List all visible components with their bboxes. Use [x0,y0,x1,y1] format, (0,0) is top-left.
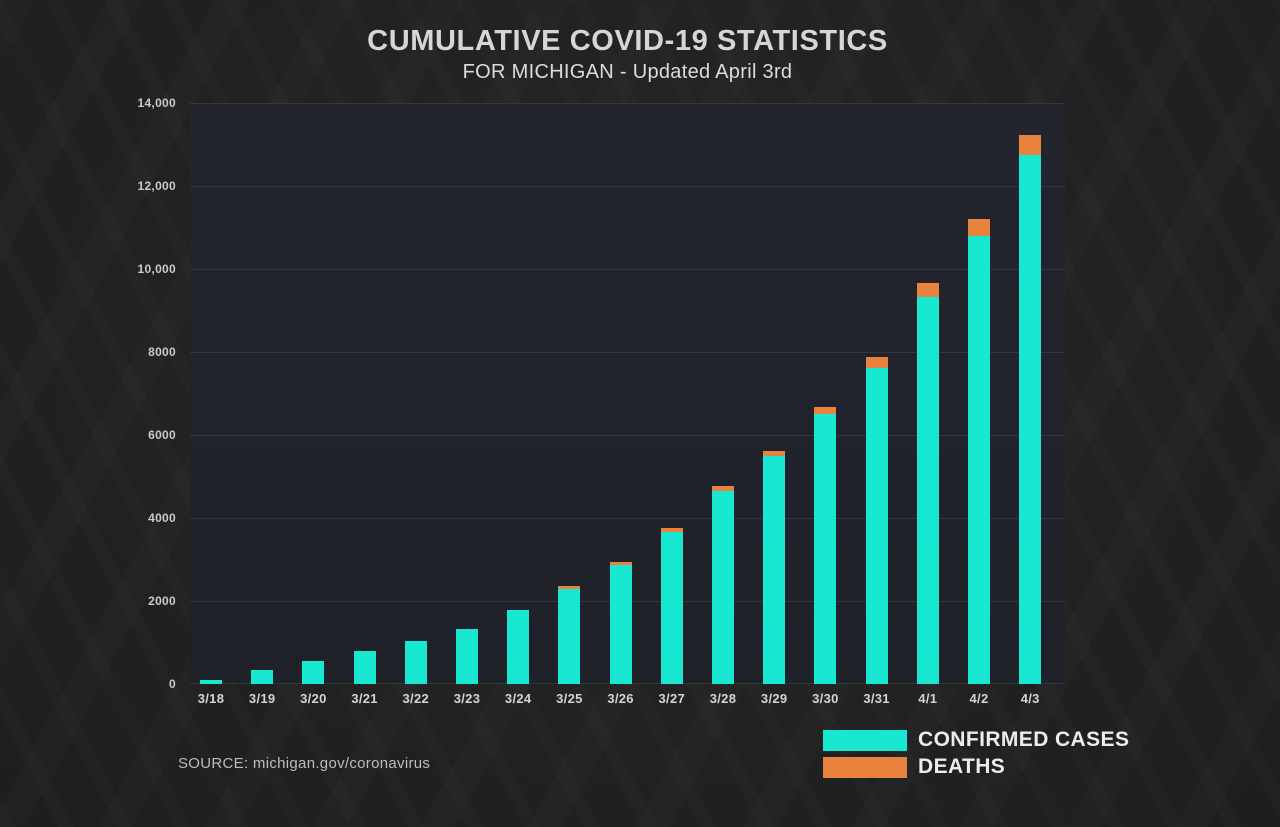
legend-item-confirmed-cases: CONFIRMED CASES [823,728,1129,752]
legend-label: CONFIRMED CASES [918,728,1130,751]
bar-3-31 [865,357,888,684]
bar-4-2 [968,218,990,684]
bar-segment-confirmed-cases [865,367,888,684]
x-tick-label: 3/30 [812,691,839,706]
bar-segment-deaths [763,450,786,457]
y-tick-label: 8000 [148,345,176,359]
bar-3-27 [660,528,683,684]
x-tick-label: 3/22 [402,691,430,706]
bar-segment-confirmed-cases [558,588,581,684]
legend-label: DEATHS [918,755,1006,778]
bar-segment-deaths [712,486,734,492]
bar-4-1 [916,282,939,684]
bar-3-24 [507,609,530,684]
x-tick-label: 3/18 [197,691,225,706]
source-note: SOURCE: michigan.gov/coronavirus [178,755,431,772]
y-tick-label: 14,000 [137,96,176,110]
bar-segment-deaths [865,357,888,368]
bar-segment-confirmed-cases [814,414,837,684]
bar-segment-deaths [814,406,837,415]
bar-segment-confirmed-cases [660,532,683,684]
bar-3-26 [609,562,632,684]
bar-segment-confirmed-cases [404,641,427,684]
bar-segment-confirmed-cases [968,236,990,684]
x-tick-label: 3/31 [863,691,890,706]
legend-swatch [823,729,907,751]
x-tick-label: 3/28 [709,691,737,706]
bar-segment-deaths [558,585,581,589]
bar-segment-confirmed-cases [251,670,274,684]
bar-3-29 [763,450,786,684]
x-axis: 3/18 3/19 3/20 3/21 3/22 3/23 3/24 3/25 3/26 3/27… [190,691,1065,711]
bar-4-3 [1019,135,1042,684]
bar-segment-confirmed-cases [200,680,222,684]
plot-area [190,103,1065,684]
legend-swatch [823,756,907,778]
gridline [190,434,1065,436]
bar-segment-deaths [1019,135,1042,156]
x-tick-label: 4/1 [918,691,938,706]
bar-segment-deaths [968,218,990,237]
bar-3-23 [456,628,478,684]
x-tick-label: 3/20 [300,691,327,706]
y-tick-label: 6000 [148,428,176,442]
bar-segment-confirmed-cases [763,456,786,684]
y-tick-label: 10,000 [137,262,176,276]
bar-segment-confirmed-cases [353,651,376,684]
x-tick-label: 3/27 [658,691,686,706]
bar-3-25 [558,585,581,684]
gridline [190,185,1065,187]
gridline [190,517,1065,519]
x-tick-label: 3/29 [760,691,788,706]
x-tick-label: 4/3 [1020,691,1040,706]
x-tick-label: 3/23 [453,691,481,706]
x-tick-label: 3/21 [351,691,378,706]
bar-segment-confirmed-cases [456,628,478,684]
gridline [190,351,1065,353]
gridline [190,103,1065,104]
x-tick-label: 3/24 [504,691,532,706]
bar-3-30 [814,406,837,684]
bar-3-19 [251,670,274,684]
x-tick-label: 4/2 [969,691,989,706]
x-tick-label: 3/25 [556,691,583,706]
bar-segment-confirmed-cases [1019,155,1042,684]
bar-segment-deaths [916,282,939,297]
bar-segment-deaths [660,528,683,533]
y-tick-label: 4000 [148,511,176,525]
legend-item-deaths: DEATHS [823,755,1129,779]
bar-3-20 [302,661,325,684]
bar-3-22 [404,641,427,684]
legend: CONFIRMED CASES DEATHS [823,728,1129,782]
x-tick-label: 3/26 [607,691,634,706]
bar-segment-deaths [609,562,632,566]
bar-3-28 [712,486,734,684]
y-tick-label: 12,000 [137,179,176,193]
chart-title: CUMULATIVE COVID-19 STATISTICS [367,25,888,57]
y-tick-label: 0 [169,677,176,691]
x-tick-label: 3/19 [248,691,276,706]
bar-segment-confirmed-cases [302,661,325,684]
y-tick-label: 2000 [148,594,176,608]
bar-segment-confirmed-cases [507,609,530,684]
bar-segment-confirmed-cases [712,491,734,684]
bar-segment-confirmed-cases [916,296,939,684]
chart-header: CUMULATIVE COVID-19 STATISTICS FOR MICHI… [190,25,1065,84]
bar-3-21 [353,651,376,684]
bar-3-18 [200,680,222,684]
bar-segment-confirmed-cases [609,565,632,684]
y-axis: 0 2000 4000 6000 8000 10,000 12,000 14,000 [0,96,176,691]
chart-subtitle: FOR MICHIGAN - Updated April 3rd [462,60,793,83]
gridline [190,268,1065,270]
